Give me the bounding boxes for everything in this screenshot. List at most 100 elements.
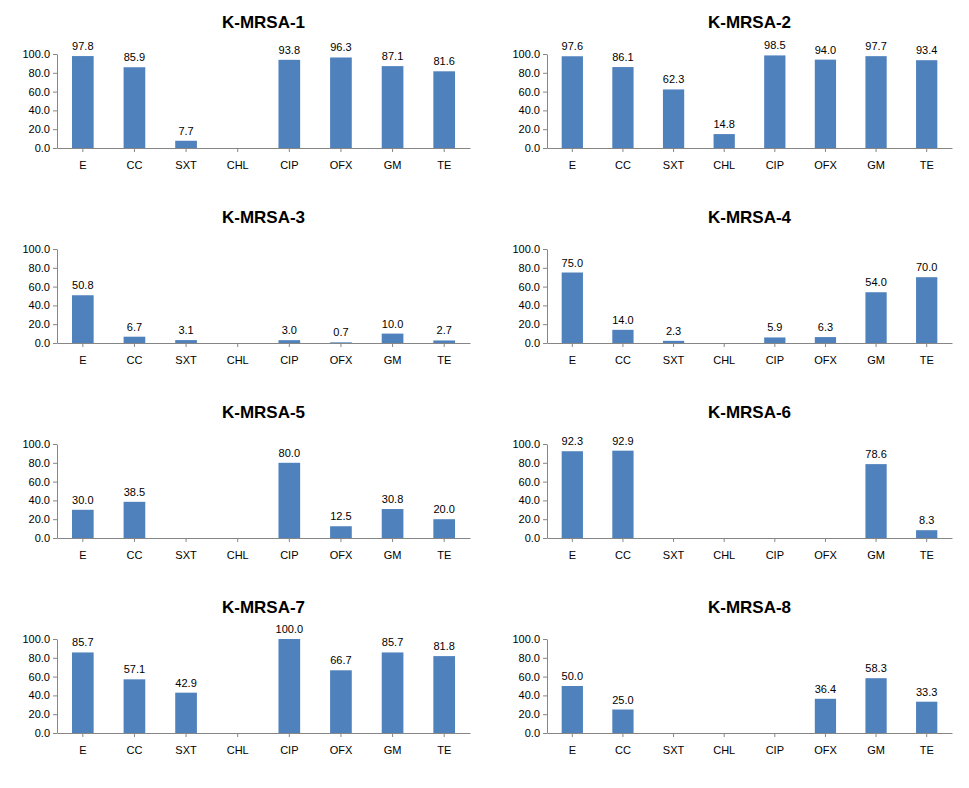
y-tick-label: 60.0 bbox=[29, 281, 50, 293]
data-label: 30.8 bbox=[382, 493, 403, 505]
x-tick: TE bbox=[920, 343, 934, 366]
x-tick-mark bbox=[572, 733, 573, 737]
y-tick-mark bbox=[53, 677, 57, 678]
x-tick: OFX bbox=[814, 343, 837, 366]
y-tick-mark bbox=[543, 287, 547, 288]
data-label: 36.4 bbox=[815, 683, 836, 695]
y-tick-mark bbox=[53, 714, 57, 715]
x-tick-mark bbox=[134, 538, 135, 542]
y-tick-mark bbox=[543, 482, 547, 483]
y-tick-label: 40.0 bbox=[29, 689, 50, 701]
y-tick-mark bbox=[53, 54, 57, 55]
x-tick-label: CHL bbox=[227, 159, 249, 171]
y-tick-label: 20.0 bbox=[519, 513, 540, 525]
x-tick: OFX bbox=[814, 538, 837, 561]
y-tick-mark bbox=[543, 444, 547, 445]
data-label: 96.3 bbox=[330, 41, 351, 53]
x-tick: E bbox=[79, 148, 86, 171]
bars bbox=[72, 463, 455, 538]
y-tick-mark bbox=[543, 714, 547, 715]
y-tick-mark bbox=[53, 249, 57, 250]
x-tick-label: TE bbox=[437, 159, 451, 171]
y-tick: 80.0 bbox=[519, 67, 547, 79]
x-tick-mark bbox=[926, 733, 927, 737]
y-tick-label: 20.0 bbox=[29, 708, 50, 720]
bar bbox=[175, 340, 197, 343]
y-tick-label: 20.0 bbox=[29, 123, 50, 135]
bars bbox=[562, 451, 938, 538]
x-tick-mark bbox=[392, 733, 393, 737]
y-tick-mark bbox=[543, 677, 547, 678]
bars bbox=[562, 55, 938, 148]
data-labels: 50.86.73.13.00.710.02.7 bbox=[72, 279, 452, 338]
x-tick-label: CC bbox=[126, 744, 142, 756]
data-label: 92.3 bbox=[562, 435, 583, 447]
data-label: 98.5 bbox=[764, 39, 785, 51]
x-tick-label: GM bbox=[384, 159, 402, 171]
y-tick-label: 80.0 bbox=[519, 457, 540, 469]
bar bbox=[916, 277, 937, 343]
y-tick: 0.0 bbox=[525, 142, 547, 154]
data-labels: 97.885.97.793.896.387.181.6 bbox=[72, 40, 455, 137]
y-tick-mark bbox=[53, 73, 57, 74]
data-label: 92.9 bbox=[612, 435, 633, 447]
data-labels: 85.757.142.9100.066.785.781.8 bbox=[72, 623, 455, 689]
x-tick: CC bbox=[615, 148, 631, 171]
y-axis: 0.020.040.060.080.0100.0 bbox=[22, 243, 57, 349]
x-tick: CC bbox=[126, 733, 142, 756]
data-label: 70.0 bbox=[916, 261, 937, 273]
bar bbox=[124, 679, 146, 733]
x-tick: CIP bbox=[280, 148, 298, 171]
x-tick-mark bbox=[926, 538, 927, 542]
y-axis-line bbox=[547, 445, 548, 539]
x-tick: GM bbox=[384, 538, 402, 561]
x-tick: SXT bbox=[663, 733, 685, 756]
y-axis-line bbox=[547, 55, 548, 149]
x-tick: E bbox=[569, 343, 576, 366]
chart-title: K-MRSA-1 bbox=[222, 13, 305, 32]
y-tick-label: 20.0 bbox=[519, 318, 540, 330]
y-tick-label: 60.0 bbox=[519, 476, 540, 488]
panel: K-MRSA-20.020.040.060.080.0100.0ECCSXTCH… bbox=[512, 13, 952, 171]
x-tick: SXT bbox=[663, 343, 685, 366]
y-tick-mark bbox=[53, 519, 57, 520]
x-tick-label: TE bbox=[437, 549, 451, 561]
y-tick-mark bbox=[53, 148, 57, 149]
data-label: 14.0 bbox=[612, 314, 633, 326]
x-tick-mark bbox=[724, 733, 725, 737]
y-tick: 60.0 bbox=[519, 281, 547, 293]
data-label: 57.1 bbox=[124, 663, 145, 675]
x-axis-line bbox=[58, 343, 471, 344]
x-tick-mark bbox=[572, 538, 573, 542]
data-label: 50.8 bbox=[72, 279, 93, 291]
bars bbox=[72, 295, 455, 343]
y-tick: 20.0 bbox=[29, 708, 57, 720]
y-tick-label: 100.0 bbox=[22, 48, 50, 60]
bar bbox=[916, 60, 937, 148]
y-tick: 0.0 bbox=[35, 532, 57, 544]
x-tick: GM bbox=[384, 733, 402, 756]
x-tick: CC bbox=[615, 733, 631, 756]
bar bbox=[330, 526, 352, 538]
data-label: 14.8 bbox=[713, 118, 734, 130]
x-tick: SXT bbox=[663, 538, 685, 561]
x-tick: CC bbox=[126, 538, 142, 561]
data-label: 0.7 bbox=[333, 326, 348, 338]
y-tick-mark bbox=[543, 268, 547, 269]
x-tick-label: OFX bbox=[330, 744, 353, 756]
data-labels: 97.686.162.314.898.594.097.793.4 bbox=[562, 39, 938, 130]
bars bbox=[72, 639, 455, 733]
x-tick: OFX bbox=[330, 733, 353, 756]
x-tick: TE bbox=[437, 148, 451, 171]
data-labels: 75.014.02.35.96.354.070.0 bbox=[562, 257, 938, 337]
x-tick-label: SXT bbox=[663, 354, 685, 366]
y-tick-mark bbox=[543, 639, 547, 640]
x-tick-label: E bbox=[569, 159, 576, 171]
bar bbox=[433, 71, 455, 148]
x-tick-mark bbox=[673, 343, 674, 347]
y-tick: 80.0 bbox=[519, 652, 547, 664]
x-tick: OFX bbox=[330, 148, 353, 171]
y-axis-line bbox=[57, 250, 58, 344]
bar bbox=[865, 292, 886, 343]
x-tick-mark bbox=[673, 538, 674, 542]
